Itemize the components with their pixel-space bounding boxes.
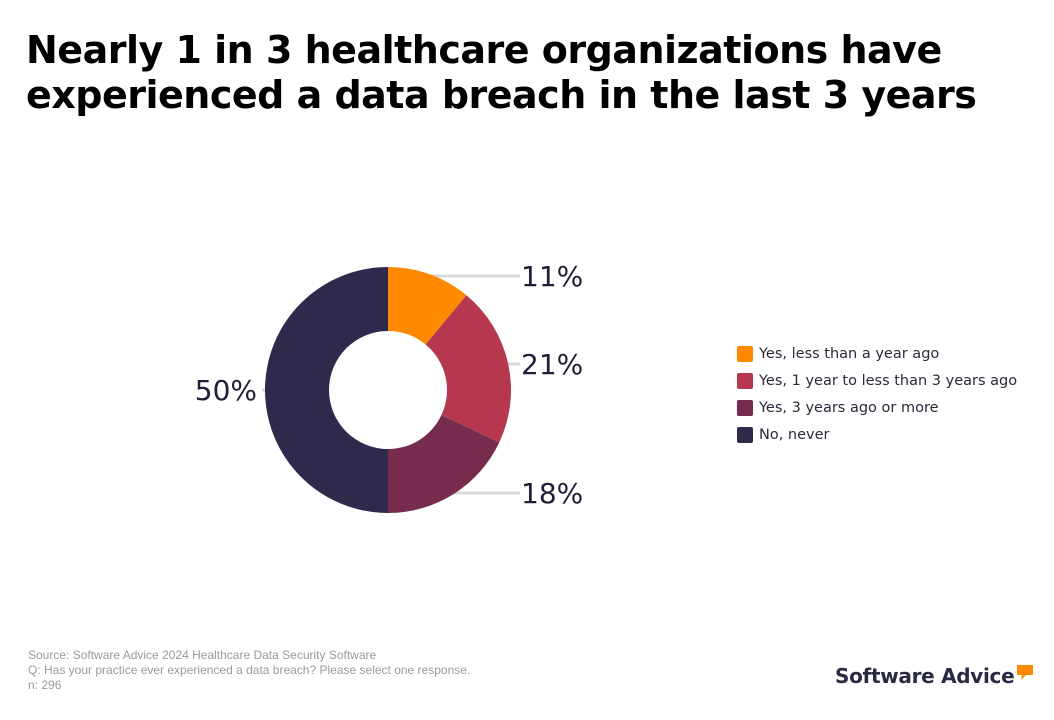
legend-label: No, never — [759, 426, 830, 443]
footnote: Source: Software Advice 2024 Healthcare … — [28, 648, 470, 693]
slice-yes-less-than-a-year-ago — [388, 267, 467, 345]
brand-logo: Software Advice — [835, 664, 1035, 688]
legend-item-yes-3-years-ago-or-more: Yes, 3 years ago or more — [737, 394, 1017, 421]
percent-label-no-never: 50% — [195, 374, 257, 407]
legend-label: Yes, 3 years ago or more — [759, 399, 939, 416]
legend: Yes, less than a year ago Yes, 1 year to … — [737, 340, 1017, 448]
legend-swatch — [737, 426, 753, 443]
title-line-2: experienced a data breach in the last 3 … — [26, 73, 977, 117]
legend-swatch — [737, 399, 753, 416]
brand-name: Software Advice — [835, 664, 1015, 688]
legend-swatch — [737, 345, 753, 362]
slice-yes-1-year-to-less-than-3-years-ago — [425, 295, 511, 443]
source-note: Source: Software Advice 2024 Healthcare … — [28, 648, 377, 662]
title-line-1: Nearly 1 in 3 healthcare organizations h… — [26, 28, 942, 72]
speech-bubble-icon — [1017, 665, 1034, 680]
slice-no-never — [265, 267, 388, 513]
donut-slices — [265, 267, 511, 513]
slice-yes-3-years-ago-or-more — [388, 415, 500, 513]
legend-item-yes-less-than-a-year-ago: Yes, less than a year ago — [737, 340, 1017, 367]
sample-size-note: n: 296 — [28, 678, 62, 692]
percent-label-yes-1-year-to-less-than-3-years-ago: 21% — [521, 348, 583, 381]
legend-item-no-never: No, never — [737, 421, 1017, 448]
percent-label-yes-less-than-a-year-ago: 11% — [521, 260, 583, 293]
question-note: Q: Has your practice ever experienced a … — [28, 663, 471, 677]
page-title: Nearly 1 in 3 healthcare organizations h… — [26, 28, 1026, 118]
legend-label: Yes, 1 year to less than 3 years ago — [759, 372, 1018, 389]
legend-item-yes-1-year-to-less-than-3-years-ago: Yes, 1 year to less than 3 years ago — [737, 367, 1017, 394]
legend-label: Yes, less than a year ago — [759, 345, 940, 362]
percent-label-yes-3-years-ago-or-more: 18% — [521, 477, 583, 510]
legend-swatch — [737, 372, 753, 389]
percent-labels: 11% 21% 18% 50% — [195, 260, 583, 510]
